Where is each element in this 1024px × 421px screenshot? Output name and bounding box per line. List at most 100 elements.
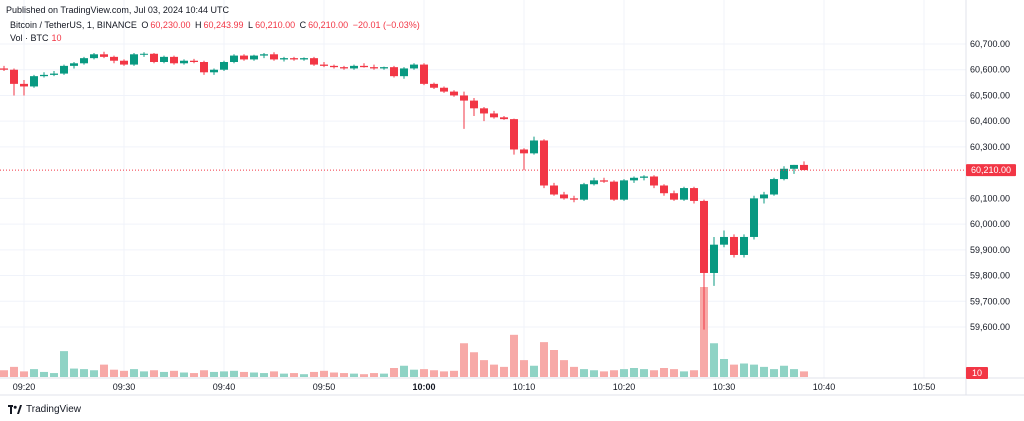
candle-body[interactable] [180,60,188,64]
candle-body[interactable] [480,108,488,114]
candle-body[interactable] [760,194,768,199]
candle-body[interactable] [90,54,98,59]
price-tick-label: 60,700.00 [970,39,1010,49]
candle-body[interactable] [100,54,108,57]
candle-body[interactable] [350,65,358,69]
candle-body[interactable] [580,184,588,200]
price-tick-label: 60,600.00 [970,65,1010,75]
candle-body[interactable] [780,168,788,180]
candle-body[interactable] [120,60,128,65]
candle-body[interactable] [10,69,18,84]
candle-body[interactable] [550,185,558,195]
last-price-label: 60,210.00 [971,165,1011,175]
candle-body[interactable] [260,54,268,56]
candle-body[interactable] [240,55,248,60]
candle-body[interactable] [520,149,528,154]
candle-body[interactable] [400,68,408,77]
candle-body[interactable] [510,119,518,150]
candle-body[interactable] [430,83,438,88]
candle-body[interactable] [370,67,378,69]
candle-body[interactable] [420,64,428,84]
candle-body[interactable] [50,73,58,75]
candle-body[interactable] [140,53,148,55]
candle-body[interactable] [620,180,628,200]
open-label: O [141,20,149,30]
candle-body[interactable] [70,63,78,66]
candle-body[interactable] [590,180,598,185]
candle-body[interactable] [450,91,458,96]
candle-body[interactable] [0,68,8,70]
candle-body[interactable] [670,193,678,200]
candle-body[interactable] [300,58,308,60]
candle-body[interactable] [660,185,668,194]
candle-body[interactable] [210,69,218,73]
candle-body[interactable] [190,60,198,63]
candle-body[interactable] [790,164,798,169]
price-tick-label: 60,400.00 [970,116,1010,126]
candle-body[interactable] [360,65,368,68]
volume-bar [260,373,268,377]
volume-bar [290,373,298,377]
candle-body[interactable] [610,181,618,200]
candle-body[interactable] [800,164,808,171]
candle-body[interactable] [390,67,398,77]
candle-body[interactable] [530,140,538,154]
volume-bar [730,364,738,377]
volume-bar [120,370,128,377]
candle-body[interactable] [570,198,578,200]
candle-body[interactable] [540,140,548,186]
candle-body[interactable] [230,55,238,63]
candle-body[interactable] [170,56,178,64]
candle-body[interactable] [20,83,28,87]
candle-body[interactable] [470,100,478,109]
candle-body[interactable] [650,176,658,186]
candle-body[interactable] [690,188,698,201]
candle-body[interactable] [310,58,318,65]
candle-body[interactable] [40,74,48,77]
candle-body[interactable] [280,58,288,60]
candle-body[interactable] [200,62,208,73]
candle-body[interactable] [60,65,68,74]
candle-body[interactable] [320,64,328,66]
candle-body[interactable] [500,117,508,120]
tradingview-brand[interactable]: TradingView [8,404,81,415]
candle-body[interactable] [380,67,388,69]
candle-body[interactable] [560,194,568,199]
candle-body[interactable] [330,65,338,68]
volume-label[interactable]: Vol · BTC [10,33,49,43]
price-axis[interactable]: 60,700.00 60,600.00 60,500.00 60,400.00 60,3… [970,39,1010,332]
candle-body[interactable] [770,179,778,195]
candle-body[interactable] [110,56,118,61]
candle-body[interactable] [160,56,168,63]
candle-body[interactable] [750,198,758,237]
candle-body[interactable] [290,58,298,60]
candle-body[interactable] [640,176,648,178]
candle-body[interactable] [720,236,728,245]
candle-body[interactable] [680,188,688,200]
time-axis[interactable]: 09:20 09:30 09:40 09:50 10:00 10:10 10:20 10:30… [13,382,936,392]
candle-body[interactable] [410,64,418,69]
candle-body[interactable] [630,177,638,181]
candle-body[interactable] [600,180,608,182]
candle-body[interactable] [270,54,278,60]
candle-body[interactable] [700,200,708,273]
candle-body[interactable] [490,113,498,118]
candle-body[interactable] [250,55,258,60]
volume-bar [570,366,578,377]
candle-body[interactable] [710,244,718,273]
volume-bar [480,360,488,377]
candle-body[interactable] [130,54,138,65]
candle-body[interactable] [150,53,158,63]
candle-body[interactable] [340,67,348,69]
candle-body[interactable] [460,95,468,101]
candle-body[interactable] [730,236,738,255]
candle-body[interactable] [440,87,448,92]
candle-body[interactable] [80,58,88,64]
candle-body[interactable] [740,236,748,255]
volume-bar [400,365,408,377]
candle-body[interactable] [220,62,228,70]
candle-body[interactable] [30,76,38,87]
last-volume-badge: 10 [966,367,988,379]
symbol-title[interactable]: Bitcoin / TetherUS, 1, BINANCE [10,20,137,30]
